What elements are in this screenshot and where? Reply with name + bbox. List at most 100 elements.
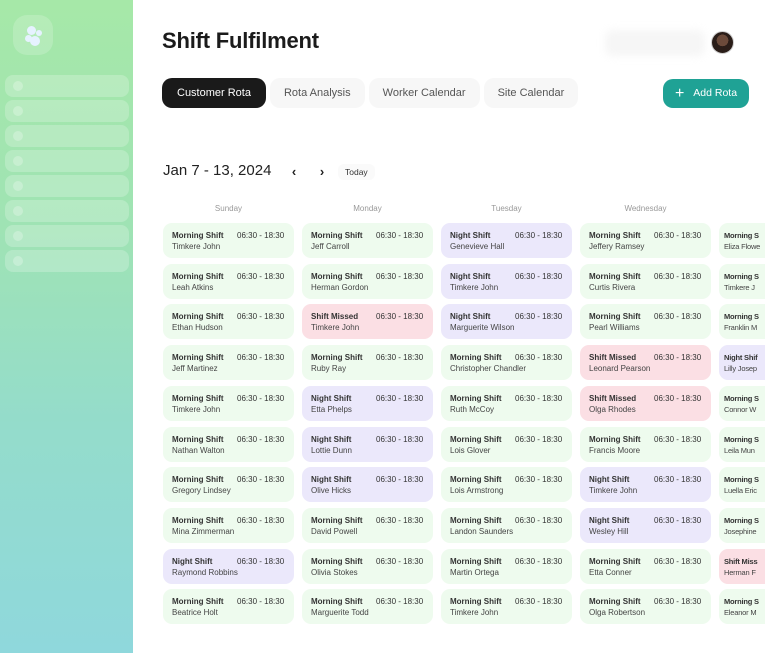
tab-worker-calendar[interactable]: Worker Calendar (368, 78, 480, 108)
shift-card[interactable]: Morning Shift 06:30 - 18:30 Marguerite Tod… (302, 589, 433, 625)
shift-card[interactable]: Shift Missed 06:30 - 18:30 Timkere John (302, 304, 433, 340)
shift-card[interactable]: Night Shift 06:30 - 18:30 Timkere John (580, 467, 711, 503)
sidebar-item[interactable] (5, 75, 129, 97)
shift-time: 06:30 - 18:30 (237, 475, 285, 485)
shift-card[interactable]: Morning Shift 06:30 - 18:30 Jeff Carroll (302, 223, 433, 258)
shift-card[interactable]: Night Shift 06:30 - 18:30 Olive Hicks (302, 467, 433, 503)
add-rota-label: Add Rota (693, 87, 738, 99)
shift-type: Night Shift (450, 271, 491, 281)
shift-time: 06:30 - 18:30 (376, 353, 424, 363)
shift-type: Morning Shift (311, 271, 363, 281)
shift-card[interactable]: Morning Shift 06:30 - 18:30 Etta Conner (580, 548, 711, 584)
shift-card[interactable]: Night Shif Lilly Josep (719, 345, 765, 381)
worker-name: Eliza Flowe (724, 242, 761, 251)
sidebar-item[interactable] (5, 100, 129, 122)
sidebar-item[interactable] (5, 125, 129, 147)
shift-card[interactable]: Morning Shift 06:30 - 18:30 Martin Ortega (441, 548, 572, 584)
worker-name: Lois Armstrong (450, 486, 504, 496)
shift-card[interactable]: Morning S Timkere J (719, 263, 765, 299)
shift-card[interactable]: Morning Shift 06:30 - 18:30 Beatrice Holt (163, 589, 294, 625)
day-header: Tuesday (491, 204, 522, 213)
today-button[interactable]: Today (338, 164, 375, 180)
shift-time: 06:30 - 18:30 (376, 556, 424, 566)
shift-card[interactable]: Morning Shift 06:30 - 18:30 Lois Armstrong (441, 467, 572, 503)
shift-card[interactable]: Shift Missed 06:30 - 18:30 Olga Rhodes (580, 385, 711, 421)
shift-card[interactable]: Morning S Eliza Flowe (719, 223, 765, 258)
shift-card[interactable]: Morning S Franklin M (719, 304, 765, 340)
worker-name: Olive Hicks (311, 486, 352, 496)
day-header: Sunday (214, 204, 243, 213)
shift-card[interactable]: Morning S Eleanor M (719, 589, 765, 625)
shift-card[interactable]: Morning Shift 06:30 - 18:30 David Powell (302, 507, 433, 543)
app-logo-icon[interactable] (13, 15, 53, 55)
shift-card[interactable]: Morning Shift 06:30 - 18:30 Timkere John (163, 385, 294, 421)
shift-card[interactable]: Morning Shift 06:30 - 18:30 Timkere John (163, 223, 294, 258)
shift-type: Morning Shift (450, 597, 502, 607)
shift-type: Morning Shift (172, 434, 224, 444)
shift-card[interactable]: Morning Shift 06:30 - 18:30 Ethan Hudson (163, 304, 294, 340)
shift-card[interactable]: Morning Shift 06:30 - 18:30 Francis Moore (580, 426, 711, 462)
shift-card[interactable]: Night Shift 06:30 - 18:30 Lottie Dunn (302, 426, 433, 462)
shift-card[interactable]: Morning Shift 06:30 - 18:30 Nathan Walton (163, 426, 294, 462)
shift-card[interactable]: Morning Shift 06:30 - 18:30 Landon Saunder… (441, 507, 572, 543)
shift-time: 06:30 - 18:30 (654, 556, 702, 566)
shift-card[interactable]: Morning Shift 06:30 - 18:30 Pearl Williams (580, 304, 711, 340)
shift-type: Morning Shift (589, 231, 641, 240)
shift-type: Shift Missed (589, 353, 637, 363)
shift-card[interactable]: Morning Shift 06:30 - 18:30 Jeff Martinez (163, 345, 294, 381)
shift-card[interactable]: Morning Shift 06:30 - 18:30 Mina Zimmerman (163, 507, 294, 543)
shift-time: 06:30 - 18:30 (376, 597, 424, 607)
shift-card[interactable]: Morning Shift 06:30 - 18:30 Olga Robertson (580, 589, 711, 625)
shift-card[interactable]: Night Shift 06:30 - 18:30 Raymond Robbins (163, 548, 294, 584)
shift-card[interactable]: Night Shift 06:30 - 18:30 Timkere John (441, 263, 572, 299)
worker-name: Timkere John (589, 486, 638, 496)
shift-time: 06:30 - 18:30 (237, 597, 285, 607)
shift-card[interactable]: Morning Shift 06:30 - 18:30 Olivia Stokes (302, 548, 433, 584)
tab-rota-analysis[interactable]: Rota Analysis (269, 78, 365, 108)
shift-time: 06:30 - 18:30 (654, 393, 702, 403)
tab-site-calendar[interactable]: Site Calendar (483, 78, 579, 108)
sidebar-item[interactable] (5, 150, 129, 172)
shift-card[interactable]: Night Shift 06:30 - 18:30 Marguerite Wilso… (441, 304, 572, 340)
shift-card[interactable]: Morning Shift 06:30 - 18:30 Herman Gordon (302, 263, 433, 299)
shift-type: Morning Shift (589, 434, 641, 444)
sidebar-item[interactable] (5, 175, 129, 197)
tab-customer-rota[interactable]: Customer Rota (162, 78, 266, 108)
shift-card[interactable]: Morning Shift 06:30 - 18:30 Ruby Ray (302, 345, 433, 381)
user-avatar[interactable] (711, 31, 734, 54)
shift-type: Morning Shift (589, 312, 641, 322)
day-header: Wednesday (624, 204, 667, 213)
shift-type: Morning Shift (172, 597, 224, 607)
shift-card[interactable]: Morning S Leila Mun (719, 426, 765, 462)
shift-card[interactable]: Morning Shift 06:30 - 18:30 Gregory Lindse… (163, 467, 294, 503)
shift-card[interactable]: Morning Shift 06:30 - 18:30 Curtis Rivera (580, 263, 711, 299)
shift-card[interactable]: Night Shift 06:30 - 18:30 Genevieve Hall (441, 223, 572, 258)
shift-card[interactable]: Morning Shift 06:30 - 18:30 Jeffery Ramsey (580, 223, 711, 258)
add-rota-button[interactable]: + Add Rota (663, 79, 749, 108)
shift-card[interactable]: Shift Miss Herman F (719, 548, 765, 584)
shift-card[interactable]: Morning Shift 06:30 - 18:30 Timkere John (441, 589, 572, 625)
shift-type: Shift Missed (589, 393, 637, 403)
shift-type: Morning Shift (311, 353, 363, 363)
sidebar-item[interactable] (5, 200, 129, 222)
sidebar-item[interactable] (5, 225, 129, 247)
shift-card[interactable]: Night Shift 06:30 - 18:30 Wesley Hill (580, 507, 711, 543)
shift-time: 06:30 - 18:30 (515, 475, 563, 485)
shift-card[interactable]: Morning Shift 06:30 - 18:30 Lois Glover (441, 426, 572, 462)
shift-type: Morning Shift (450, 434, 502, 444)
chevron-right-icon[interactable]: › (319, 164, 325, 179)
shift-card[interactable]: Morning S Luella Eric (719, 467, 765, 503)
shift-type: Morning Shift (450, 475, 502, 485)
worker-name: Jeff Carroll (311, 242, 350, 251)
shift-card[interactable]: Morning S Josephine (719, 507, 765, 543)
shift-type: Shift Miss (724, 556, 758, 566)
shift-card[interactable]: Morning Shift 06:30 - 18:30 Ruth McCoy (441, 385, 572, 421)
worker-name: Timkere John (172, 404, 221, 414)
shift-card[interactable]: Morning Shift 06:30 - 18:30 Leah Atkins (163, 263, 294, 299)
shift-card[interactable]: Shift Missed 06:30 - 18:30 Leonard Pearson (580, 345, 711, 381)
sidebar-item[interactable] (5, 250, 129, 272)
shift-card[interactable]: Morning S Connor W (719, 385, 765, 421)
chevron-left-icon[interactable]: ‹ (291, 164, 297, 179)
shift-card[interactable]: Morning Shift 06:30 - 18:30 Christopher Ch… (441, 345, 572, 381)
shift-card[interactable]: Night Shift 06:30 - 18:30 Etta Phelps (302, 385, 433, 421)
